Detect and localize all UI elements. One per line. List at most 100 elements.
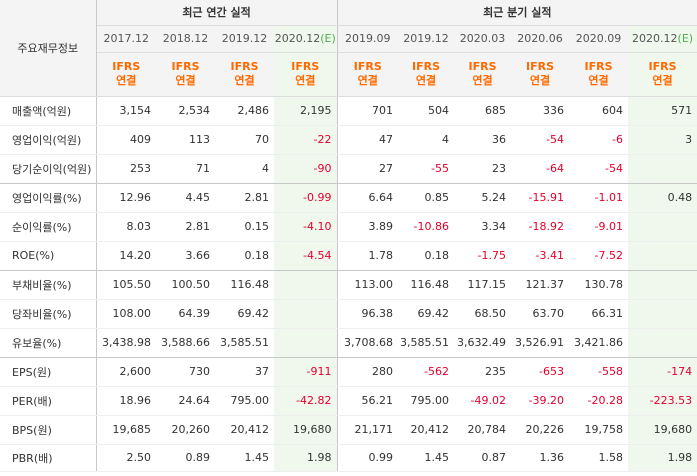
table-cell: 105.50	[96, 270, 156, 300]
table-cell: 3,421.86	[569, 328, 629, 358]
table-cell: 3.89	[336, 212, 399, 242]
table-cell: 19,680	[628, 415, 697, 445]
table-cell: 1.58	[569, 444, 629, 472]
estimate-mark: (E)	[320, 32, 336, 45]
table-cell: 130.78	[569, 270, 629, 300]
table-cell: -54	[569, 154, 629, 184]
table-row: PER(배) 18.96 24.64 795.00 -42.82 56.21 795.00-…	[0, 386, 697, 416]
table-cell: 113	[156, 125, 215, 155]
table-cell: 504	[398, 96, 455, 126]
table-cell: 3,585.51	[398, 328, 455, 358]
consolidated-label: 연결	[415, 74, 437, 87]
ifrs-consolidated-badge: IFRS 연결	[96, 52, 156, 97]
table-row: 영업이익(억원) 409 113 70 -22 47 4 36 -54 -6 3	[0, 125, 697, 155]
row-label: ROE(%)	[0, 241, 97, 271]
table-cell	[628, 270, 697, 300]
table-cell: 0.89	[156, 444, 215, 472]
ifrs-consolidated-badge: IFRS 연결	[336, 52, 399, 97]
table-cell: -55	[398, 154, 455, 184]
table-cell: -90	[274, 154, 338, 184]
row-label: 영업이익률(%)	[0, 183, 97, 213]
table-cell: -562	[398, 357, 455, 387]
table-cell: -7.52	[569, 241, 629, 271]
table-row: ROE(%) 14.20 3.66 0.18 -4.54 1.78 0.18 -1.75 -3.…	[0, 241, 697, 271]
table-cell: -6	[569, 125, 629, 155]
table-cell: -39.20	[511, 386, 570, 416]
table-cell: 24.64	[156, 386, 215, 416]
row-label: PBR(배)	[0, 444, 97, 472]
period-header: 2019.12	[215, 25, 274, 53]
table-cell	[628, 299, 697, 329]
table-cell: 19,685	[96, 415, 156, 445]
table-cell: 280	[336, 357, 399, 387]
table-cell: 20,412	[398, 415, 455, 445]
period-header: 2018.12	[156, 25, 215, 53]
table-cell: 18.96	[96, 386, 156, 416]
table-cell: 0.18	[215, 241, 274, 271]
consolidated-label: 연결	[116, 74, 137, 87]
consolidated-label: 연결	[234, 74, 255, 87]
row-label: PER(배)	[0, 386, 97, 416]
table-cell: 36	[454, 125, 512, 155]
consolidated-label: 연결	[175, 74, 196, 87]
table-cell: 47	[336, 125, 399, 155]
ifrs-consolidated-badge: IFRS 연결	[274, 52, 338, 97]
table-cell: 2.81	[156, 212, 215, 242]
consolidated-label: 연결	[588, 74, 609, 87]
table-cell: 56.21	[336, 386, 399, 416]
table-cell: 66.31	[569, 299, 629, 329]
ifrs-consolidated-badge: IFRS 연결	[215, 52, 274, 97]
period-label: 2020.12	[632, 32, 678, 45]
table-cell: 63.70	[511, 299, 570, 329]
table-cell: 116.48	[215, 270, 274, 300]
table-row: 매출액(억원) 3,154 2,534 2,486 2,195 701 504 685 336 6…	[0, 96, 697, 126]
consolidated-label: 연결	[295, 74, 316, 87]
table-cell: 27	[336, 154, 399, 184]
table-cell	[628, 241, 697, 271]
ifrs-label: IFRS	[230, 60, 259, 73]
table-cell	[628, 154, 697, 184]
row-label: 당좌비율(%)	[0, 299, 97, 329]
ifrs-label: IFRS	[291, 60, 320, 73]
table-cell: -1.75	[454, 241, 512, 271]
table-cell: 14.20	[96, 241, 156, 271]
period-header: 2017.12	[96, 25, 156, 53]
table-cell: 121.37	[511, 270, 570, 300]
row-label: 유보율(%)	[0, 328, 97, 358]
table-cell: 4	[215, 154, 274, 184]
table-row: PBR(배) 2.50 0.89 1.45 1.98 0.99 1.45 0.87 1.36 1.…	[0, 444, 697, 472]
table-cell: 0.99	[336, 444, 399, 472]
table-cell: 2,486	[215, 96, 274, 126]
table-cell: -54	[511, 125, 570, 155]
ifrs-label: IFRS	[584, 60, 613, 73]
ifrs-consolidated-badge: IFRS 연결	[628, 52, 697, 97]
ifrs-consolidated-badge: IFRS 연결	[156, 52, 215, 97]
estimate-mark: (E)	[677, 32, 694, 45]
period-header: 2020.06	[511, 25, 570, 53]
table-cell: -49.02	[454, 386, 512, 416]
table-cell: 1.45	[215, 444, 274, 472]
table-cell: 117.15	[454, 270, 512, 300]
table-cell: 3,585.51	[215, 328, 274, 358]
row-label: 부채비율(%)	[0, 270, 97, 300]
table-cell: -223.53	[628, 386, 697, 416]
period-header-estimate: 2020.12(E)	[628, 25, 697, 53]
period-header-estimate: 2020.12(E)	[274, 25, 338, 53]
ifrs-label: IFRS	[412, 60, 441, 73]
table-cell: 37	[215, 357, 274, 387]
group-annual-results: 최근 연간 실적	[96, 0, 338, 26]
row-label: BPS(원)	[0, 415, 97, 445]
table-cell: 1.98	[274, 444, 338, 472]
table-cell: 20,412	[215, 415, 274, 445]
table-cell: 113.00	[336, 270, 399, 300]
table-cell	[628, 212, 697, 242]
table-cell: -3.41	[511, 241, 570, 271]
table-cell: 2.50	[96, 444, 156, 472]
ifrs-label: IFRS	[353, 60, 382, 73]
table-cell: 23	[454, 154, 512, 184]
table-row: 영업이익률(%) 12.96 4.45 2.81 -0.99 6.64 0.85 5.24 -1…	[0, 183, 697, 213]
table-cell: -9.01	[569, 212, 629, 242]
table-cell: -22	[274, 125, 338, 155]
table-cell: 1.45	[398, 444, 455, 472]
